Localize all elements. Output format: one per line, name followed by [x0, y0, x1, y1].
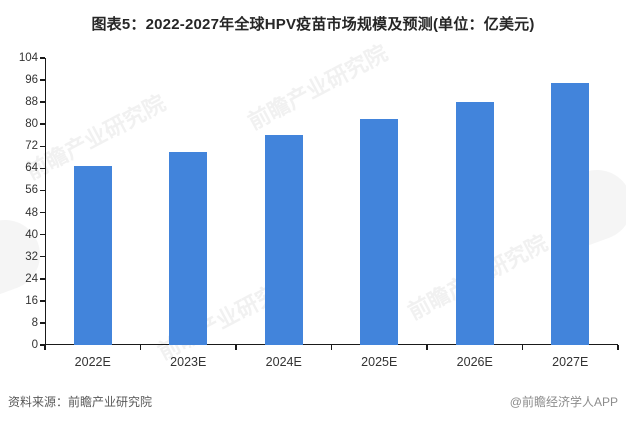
bar-2024E — [264, 135, 303, 345]
x-tick-mark — [330, 345, 333, 350]
bar-2025E — [360, 118, 399, 345]
y-tick-label: 88 — [25, 96, 38, 109]
source-note: 资料来源：前瞻产业研究院 — [8, 395, 153, 409]
y-tick-mark — [40, 145, 45, 148]
y-tick-mark — [40, 278, 45, 280]
y-tick-mark — [40, 189, 45, 192]
x-tick-mark — [235, 345, 237, 350]
y-tick-mark — [40, 101, 45, 103]
y-tick-label: 0 — [31, 339, 38, 351]
bar-2027E — [551, 82, 590, 345]
y-tick-mark — [40, 233, 45, 236]
y-tick-label: 24 — [25, 272, 38, 285]
y-tick-label: 32 — [25, 250, 38, 263]
y-tick-label: 48 — [25, 206, 38, 219]
x-tick-label: 2025E — [361, 355, 398, 369]
y-tick-label: 16 — [25, 294, 38, 307]
y-tick-label: 80 — [25, 118, 38, 131]
y-tick-label: 8 — [31, 316, 38, 329]
x-tick-mark — [521, 345, 524, 350]
x-tick-mark — [139, 345, 142, 350]
y-tick-mark — [40, 344, 45, 346]
plot-area — [45, 58, 618, 345]
x-tick-label: 2024E — [265, 355, 302, 369]
y-tick-label: 72 — [25, 140, 38, 153]
x-tick-label: 2027E — [552, 355, 589, 369]
x-tick-mark — [617, 345, 619, 350]
y-tick-label: 56 — [25, 184, 38, 197]
x-tick-mark — [426, 345, 428, 350]
y-tick-mark — [40, 167, 45, 170]
chart-title: 图表5：2022-2027年全球HPV疫苗市场规模及预测(单位：亿美元) — [91, 16, 535, 33]
bar-2026E — [455, 102, 494, 345]
y-tick-mark — [40, 255, 45, 258]
bar-2022E — [73, 165, 112, 345]
x-tick-label: 2026E — [456, 355, 493, 369]
y-tick-mark — [40, 79, 45, 81]
y-tick-mark — [40, 57, 45, 59]
bar-2023E — [169, 151, 208, 345]
y-tick-label: 64 — [25, 162, 38, 175]
y-tick-mark — [40, 300, 45, 302]
y-tick-mark — [40, 211, 45, 214]
x-tick-label: 2023E — [170, 355, 207, 369]
y-tick-mark — [40, 322, 45, 324]
x-tick-label: 2022E — [74, 355, 111, 369]
y-tick-mark — [40, 123, 45, 125]
y-tick-label: 40 — [25, 228, 38, 241]
brand-note: @前瞻经济学人APP — [509, 395, 618, 409]
x-tick-mark — [44, 345, 46, 350]
y-tick-label: 96 — [25, 74, 38, 87]
y-tick-label: 104 — [18, 52, 38, 64]
